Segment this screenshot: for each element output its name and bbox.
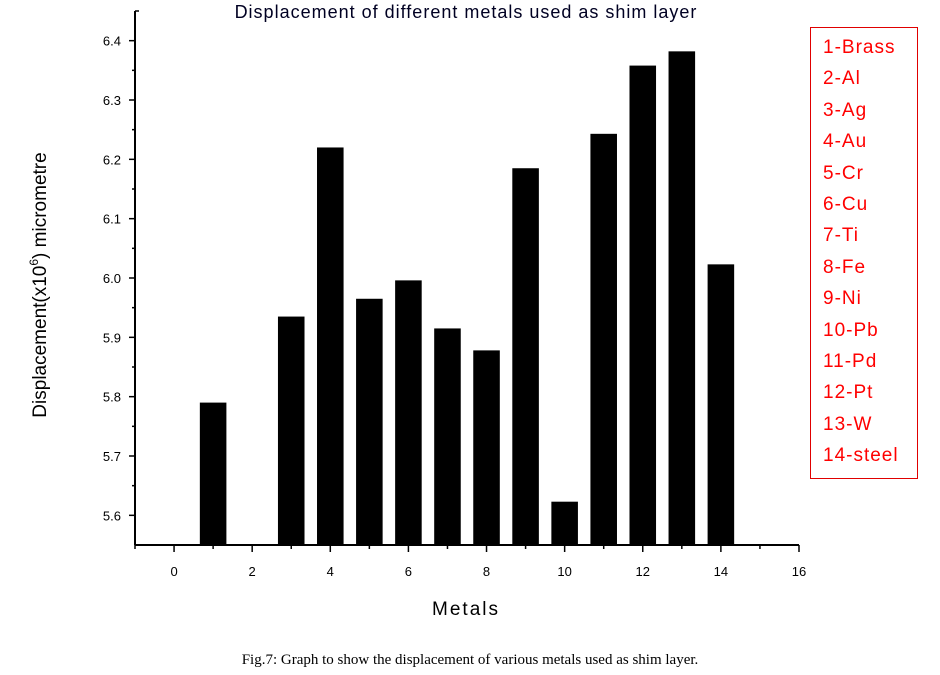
bar-6 <box>395 280 422 545</box>
x-axis-label: Metals <box>432 599 500 620</box>
bar-12 <box>629 65 657 545</box>
x-tick-label: 2 <box>249 564 256 579</box>
y-tick-label: 6.0 <box>103 271 121 286</box>
bar-5 <box>356 298 383 545</box>
y-tick-label: 5.6 <box>103 508 121 523</box>
x-tick-label: 16 <box>792 564 806 579</box>
y-tick-label: 6.4 <box>103 34 121 49</box>
bar-4 <box>317 147 344 545</box>
bar-11 <box>590 133 617 545</box>
legend-entry: 14-steel <box>823 445 899 467</box>
legend-entry: 13-W <box>823 413 873 435</box>
legend-entry: 4-Au <box>823 131 868 153</box>
bar-9 <box>512 168 539 545</box>
y-tick-label: 5.9 <box>103 330 121 345</box>
y-tick-label: 5.7 <box>103 449 121 464</box>
y-tick-label: 6.3 <box>103 93 121 108</box>
legend: 1-Brass 2-Al 3-Ag 4-Au 5-Cr 6-Cu 7-Ti 8-Fe 9-Ni 1… <box>810 27 918 479</box>
legend-entry: 2-Al <box>823 68 861 90</box>
figure-caption: Fig.7: Graph to show the displacement of… <box>241 652 699 668</box>
x-tick-label: 6 <box>405 564 412 579</box>
bar-3 <box>277 316 305 545</box>
legend-entry: 8-Fe <box>823 256 867 278</box>
bar-13 <box>668 51 696 545</box>
legend-entry: 1-Brass <box>823 37 896 58</box>
bar-14 <box>707 264 735 545</box>
bar-1 <box>199 402 227 545</box>
bar-7 <box>434 328 461 545</box>
chart-title: Displacement of different metals used as… <box>235 2 698 22</box>
legend-entry: 7-Ti <box>823 225 860 247</box>
y-tick-label: 6.2 <box>103 152 121 167</box>
legend-entry: 6-Cu <box>823 194 869 216</box>
legend-entry: 10-Pb <box>823 319 879 341</box>
x-tick-label: 0 <box>170 564 177 579</box>
y-tick-label: 6.1 <box>103 212 121 227</box>
legend-entry: 9-Ni <box>823 288 862 310</box>
y-axis-label: Displacement(x106) micrometre <box>27 152 51 417</box>
bar-8 <box>473 350 500 545</box>
legend-entry: 12-Pt <box>823 382 874 404</box>
bar-10 <box>551 501 578 545</box>
x-tick-label: 8 <box>483 564 490 579</box>
x-tick-label: 4 <box>327 564 334 579</box>
legend-entry: 5-Cr <box>823 162 864 184</box>
y-tick-label: 5.8 <box>103 390 121 405</box>
legend-entry: 11-Pd <box>823 351 878 373</box>
x-tick-label: 14 <box>714 564 728 579</box>
legend-entry: 3-Ag <box>823 99 868 121</box>
x-tick-label: 12 <box>636 564 650 579</box>
x-tick-label: 10 <box>557 564 571 579</box>
